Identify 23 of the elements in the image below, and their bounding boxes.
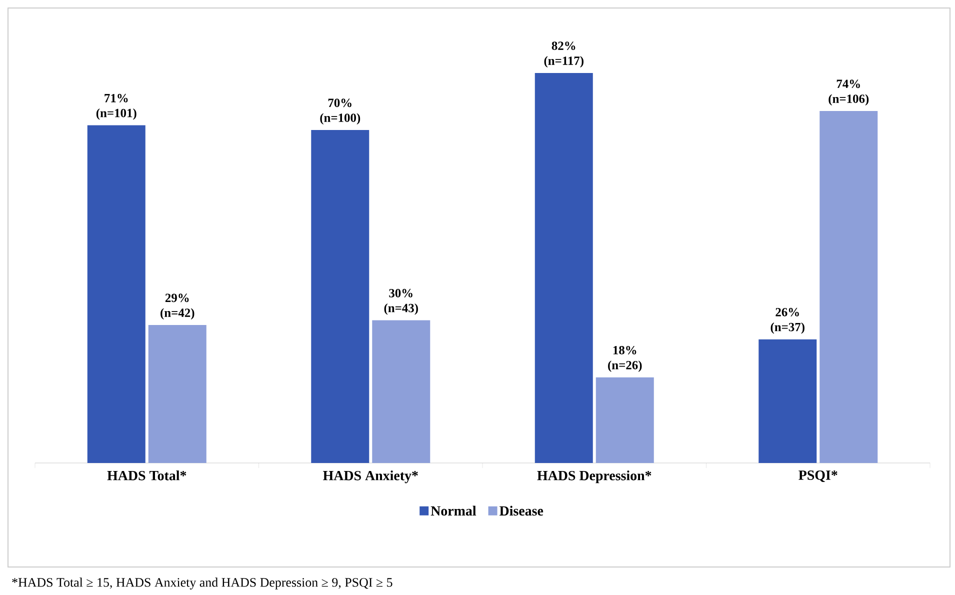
legend-label: Disease [500, 506, 544, 516]
bar [534, 72, 593, 463]
data-label: 74% (n=106) [828, 80, 869, 106]
data-label: 82% (n=117) [544, 42, 584, 68]
data-label: 18% (n=26) [608, 346, 642, 372]
legend-label: Normal [430, 506, 476, 516]
data-label: 71% (n=101) [96, 94, 136, 120]
x-tick-label: HADS Depression* [537, 470, 652, 484]
x-tick-label: PSQI* [798, 470, 838, 482]
bar [820, 111, 878, 463]
bar [148, 325, 206, 463]
bar [311, 130, 370, 463]
bar [596, 377, 654, 463]
bar [372, 320, 430, 463]
bar [758, 339, 817, 463]
x-tick-label: HADS Anxiety* [323, 470, 418, 484]
data-label: 29% (n=42) [160, 294, 194, 320]
text: *HADS Total ≥ 15, HADS Anxiety and HADS Depression ≥ 9, PSQI ≥ 5 [12, 578, 392, 590]
x-tick-label: HADS Total* [107, 470, 186, 480]
data-label: 70% (n=100) [320, 98, 360, 125]
bar [87, 125, 146, 463]
data-label: 26% (n=37) [770, 308, 804, 334]
data-label: 30% (n=43) [384, 288, 418, 315]
